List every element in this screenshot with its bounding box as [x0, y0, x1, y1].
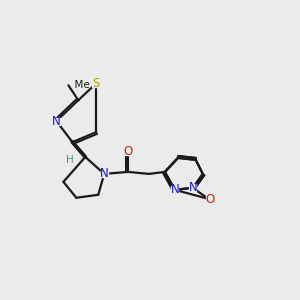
Text: H: H [67, 155, 74, 165]
Bar [53, 118, 60, 124]
Bar [171, 186, 178, 193]
Text: O: O [205, 193, 214, 206]
Bar [101, 170, 108, 177]
Text: Me: Me [68, 80, 90, 90]
Text: O: O [124, 146, 133, 158]
Bar [206, 196, 213, 203]
Bar [189, 184, 196, 191]
Bar [67, 157, 74, 163]
Text: N: N [170, 183, 179, 196]
Text: N: N [52, 115, 61, 128]
Bar [124, 148, 132, 155]
Text: N: N [188, 181, 197, 194]
Text: N: N [100, 167, 109, 180]
Bar [92, 80, 100, 87]
Text: S: S [93, 77, 100, 90]
